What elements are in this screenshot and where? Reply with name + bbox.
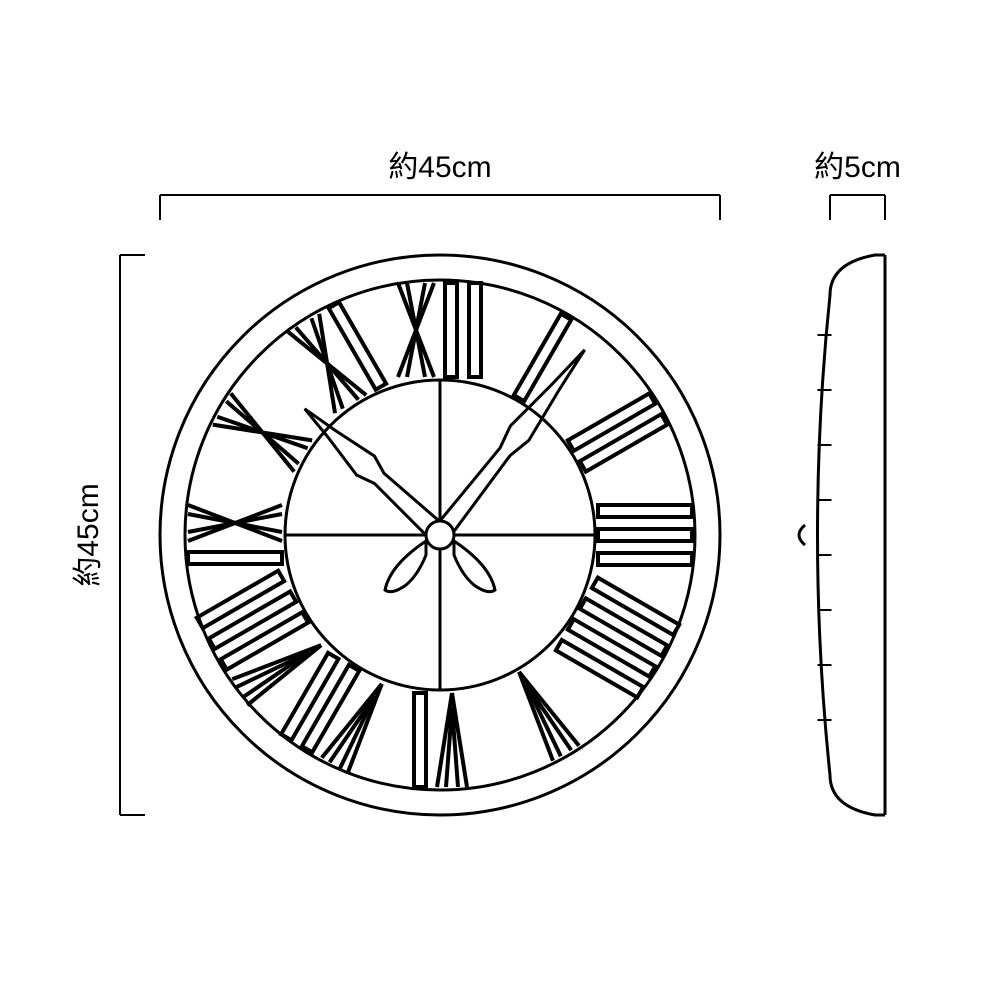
height-label: 約45cm — [72, 483, 105, 586]
width-label: 約45cm — [388, 151, 491, 184]
numeral — [598, 505, 692, 565]
dimension-diagram: 約45cm 約45cm 約5cm — [0, 0, 1000, 1000]
clock-side-view — [799, 255, 885, 815]
numeral — [213, 393, 312, 471]
dimension-lines: 約45cm 約45cm 約5cm — [72, 151, 901, 815]
depth-label: 約5cm — [814, 151, 901, 184]
numeral — [398, 283, 481, 377]
numeral — [556, 578, 679, 698]
numeral — [414, 693, 467, 787]
numeral — [506, 664, 579, 760]
numeral — [568, 393, 667, 471]
clock-front-view — [160, 255, 720, 815]
numeral — [281, 653, 395, 773]
numeral — [514, 314, 571, 401]
numeral — [188, 505, 282, 564]
